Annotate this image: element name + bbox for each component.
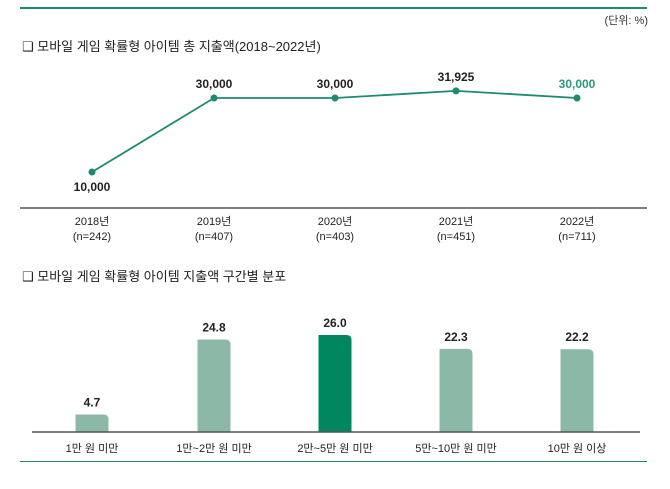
line-x-tick-label: 2021년 [439,215,474,228]
bar-data-label: 22.3 [444,330,468,344]
line-data-label: 10,000 [74,180,111,194]
line-x-tick-sublabel: (n=711) [558,231,595,243]
bar-x-tick-label: 5만~10만 원 미만 [415,442,497,455]
line-point [573,94,581,102]
bar-data-label: 22.2 [565,330,589,344]
unit-label: (단위: %) [604,15,648,27]
line-point [331,94,339,102]
top-rule [20,7,647,9]
bar-x-tick-label: 2만~5만 원 미만 [297,442,372,455]
line-x-tick-sublabel: (n=407) [195,231,233,243]
bar [318,335,352,432]
bar [560,349,594,432]
bar-x-tick-label: 10만 원 이상 [548,442,607,455]
line-x-tick-label: 2022년 [560,215,595,228]
line-x-tick-sublabel: (n=451) [437,231,475,243]
bar [197,339,231,432]
line-x-tick-label: 2018년 [75,215,110,228]
line-data-label: 30,000 [559,77,596,91]
line-series [91,89,578,173]
bar-chart-title: ❑ 모바일 게임 확률형 아이템 지출액 구간별 분포 [22,269,287,284]
line-data-label: 30,000 [196,77,233,91]
bar [439,348,473,432]
bar-data-label: 24.8 [202,320,226,334]
bottom-rule [20,461,647,462]
bar-x-tick-label: 1만~2만 원 미만 [176,442,251,455]
line-x-tick-label: 2019년 [197,215,232,228]
line-point [210,94,218,102]
line-chart-title: ❑ 모바일 게임 확률형 아이템 총 지출액(2018~2022년) [22,39,321,54]
line-x-tick-label: 2020년 [318,215,353,228]
line-data-label: 31,925 [438,70,475,84]
line-point [88,168,96,176]
line-x-tick-sublabel: (n=403) [316,231,354,243]
line-x-tick-sublabel: (n=242) [73,231,111,243]
bar-data-label: 26.0 [323,316,347,330]
bar-data-label: 4.7 [84,395,101,409]
bar-x-tick-label: 1만 원 미만 [66,442,119,455]
line-data-label: 30,000 [317,77,354,91]
bar [75,414,109,432]
line-point [452,87,460,95]
